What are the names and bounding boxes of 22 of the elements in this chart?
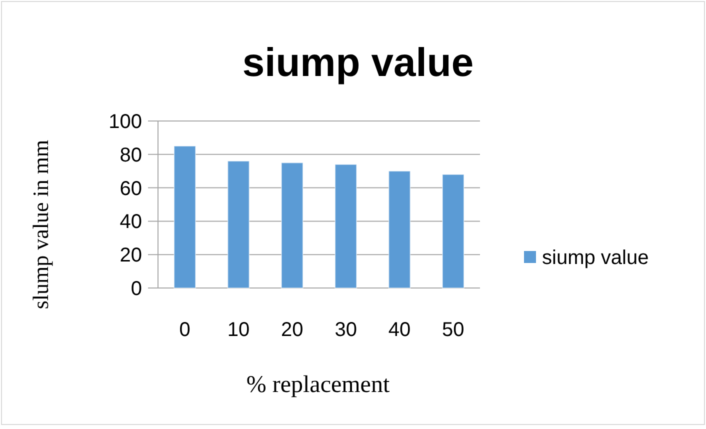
legend-label: siump value <box>542 247 649 269</box>
bar <box>174 146 196 288</box>
bar <box>334 164 358 288</box>
bar <box>280 162 304 288</box>
y-tick-label: 20 <box>120 244 142 267</box>
x-tick-label: 10 <box>227 319 250 341</box>
y-tick-label: 0 <box>130 278 142 300</box>
x-tick-label: 20 <box>281 319 304 341</box>
x-axis-title: % replacement <box>246 372 390 398</box>
bar <box>442 174 464 288</box>
y-tick-label: 100 <box>108 111 142 133</box>
y-tick-label: 40 <box>120 211 142 234</box>
x-tick-label: 0 <box>179 319 190 341</box>
y-tick-label: 80 <box>120 144 142 166</box>
y-tick-label: 60 <box>120 178 142 200</box>
x-tick-label: 50 <box>442 319 464 341</box>
bar <box>388 170 411 288</box>
bar <box>227 160 250 288</box>
x-tick-label: 30 <box>334 319 357 341</box>
y-axis-title: slump value in mm <box>28 140 53 310</box>
x-tick-label: 40 <box>388 319 411 341</box>
chart-title: siump value <box>242 41 474 85</box>
